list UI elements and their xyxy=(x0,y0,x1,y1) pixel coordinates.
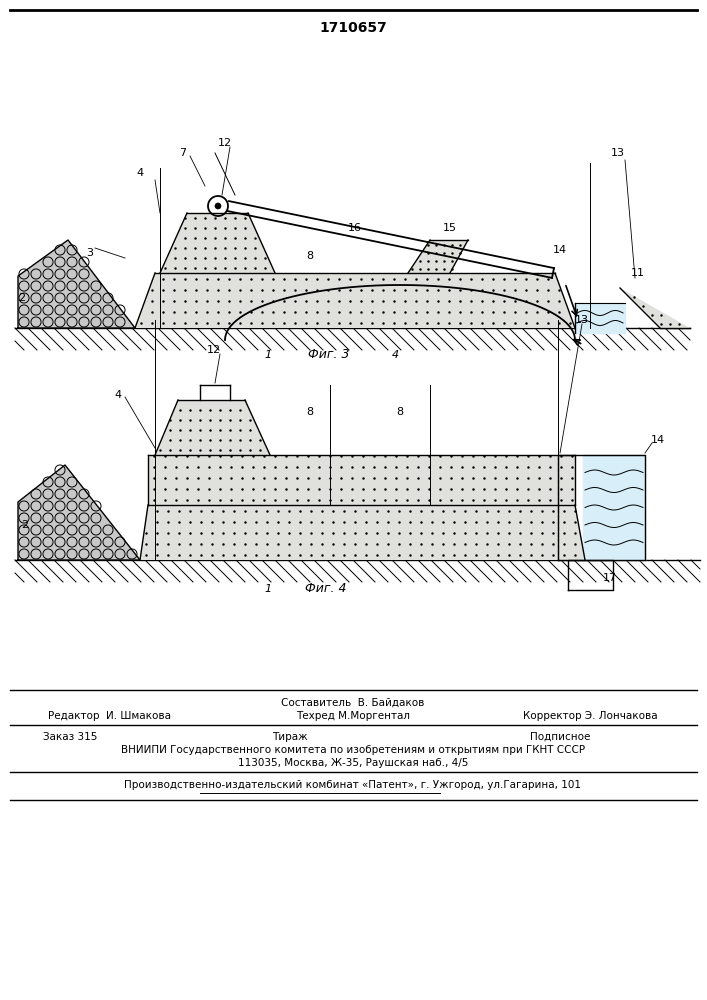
Text: 8: 8 xyxy=(306,407,314,417)
Text: Корректор Э. Лончакова: Корректор Э. Лончакова xyxy=(522,711,658,721)
PathPatch shape xyxy=(160,213,275,273)
Text: 1710657: 1710657 xyxy=(319,21,387,35)
Circle shape xyxy=(215,203,221,209)
Text: Составитель  В. Байдаков: Составитель В. Байдаков xyxy=(281,698,425,708)
Text: Техред М.Моргентал: Техред М.Моргентал xyxy=(296,711,410,721)
Text: 17: 17 xyxy=(603,573,617,583)
Text: 7: 7 xyxy=(180,148,187,158)
Text: Фиг. 3: Фиг. 3 xyxy=(308,348,349,361)
PathPatch shape xyxy=(18,465,140,560)
PathPatch shape xyxy=(18,240,135,328)
Text: 16: 16 xyxy=(348,223,362,233)
Text: 14: 14 xyxy=(651,435,665,445)
Text: 13: 13 xyxy=(575,315,589,325)
Text: 12: 12 xyxy=(218,138,232,148)
Text: 13: 13 xyxy=(611,148,625,158)
Text: 4: 4 xyxy=(392,350,399,360)
Text: 4: 4 xyxy=(115,390,122,400)
Text: 12: 12 xyxy=(207,345,221,355)
Text: Производственно-издательский комбинат «Патент», г. Ужгород, ул.Гагарина, 101: Производственно-издательский комбинат «П… xyxy=(124,780,581,790)
Text: 11: 11 xyxy=(631,268,645,278)
Text: 1: 1 xyxy=(264,584,271,594)
Polygon shape xyxy=(583,455,645,560)
Text: 8: 8 xyxy=(397,407,404,417)
Text: 2: 2 xyxy=(21,520,28,530)
Text: 4: 4 xyxy=(136,168,144,178)
Text: 15: 15 xyxy=(443,223,457,233)
Text: Заказ 315: Заказ 315 xyxy=(43,732,97,742)
Text: Тираж: Тираж xyxy=(272,732,308,742)
Polygon shape xyxy=(575,303,625,333)
Text: 113035, Москва, Ж-35, Раушская наб., 4/5: 113035, Москва, Ж-35, Раушская наб., 4/5 xyxy=(238,758,468,768)
Text: 2: 2 xyxy=(18,293,25,303)
PathPatch shape xyxy=(408,240,468,273)
Text: Подписное: Подписное xyxy=(530,732,590,742)
Text: ВНИИПИ Государственного комитета по изобретениям и открытиям при ГКНТ СССР: ВНИИПИ Государственного комитета по изоб… xyxy=(121,745,585,755)
PathPatch shape xyxy=(620,288,690,328)
PathPatch shape xyxy=(155,400,270,455)
Text: 14: 14 xyxy=(553,245,567,255)
PathPatch shape xyxy=(140,505,585,560)
Text: 1: 1 xyxy=(264,350,271,360)
Text: 3: 3 xyxy=(86,248,93,258)
PathPatch shape xyxy=(135,273,575,328)
PathPatch shape xyxy=(148,455,575,505)
Text: 8: 8 xyxy=(306,251,314,261)
Text: Редактор  И. Шмакова: Редактор И. Шмакова xyxy=(49,711,172,721)
Text: Фиг. 4: Фиг. 4 xyxy=(305,582,346,595)
